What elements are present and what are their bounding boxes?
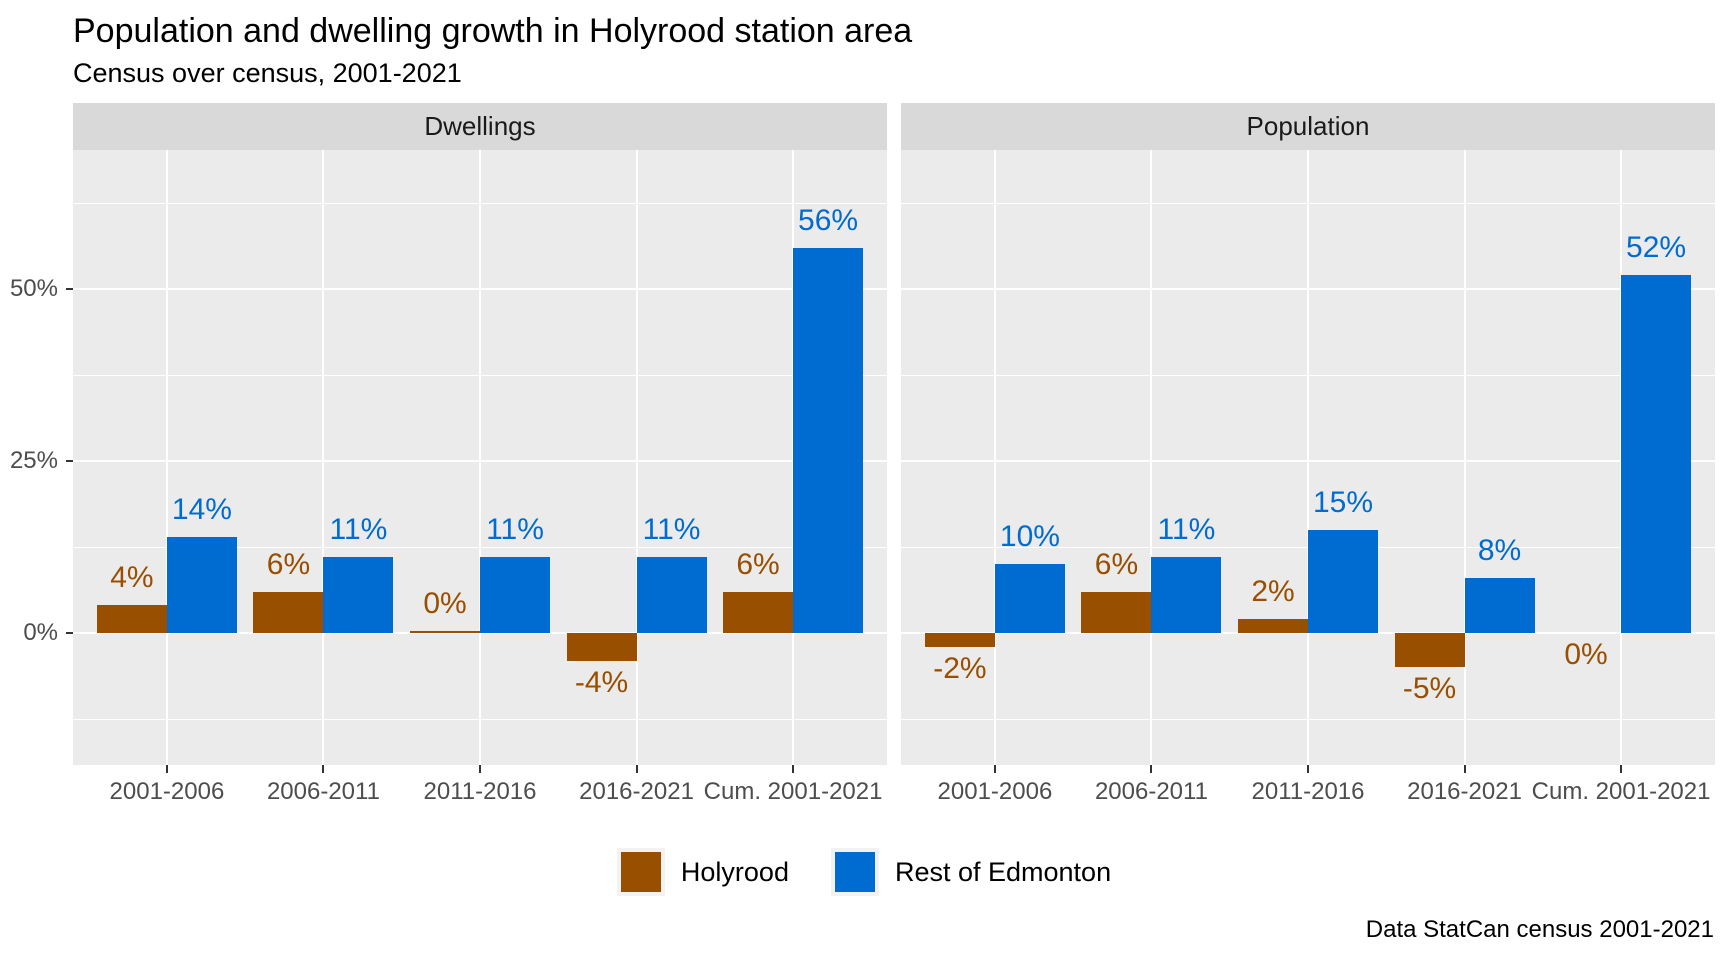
- bar-rest-of-edmonton: [1621, 275, 1692, 633]
- facet-strip-population: Population: [901, 103, 1715, 150]
- bar-value-label: 56%: [798, 203, 859, 237]
- bar-value-label: 10%: [999, 520, 1060, 554]
- bar-value-label: 11%: [642, 513, 701, 547]
- x-axis-tick: [635, 765, 638, 773]
- rest-of-edmonton-color-swatch: [834, 852, 875, 892]
- bar-holyrood: [1394, 633, 1465, 668]
- bar-rest-of-edmonton: [994, 564, 1065, 633]
- x-axis-label: 2006-2011: [1094, 778, 1208, 805]
- category-gridline: [479, 150, 481, 765]
- bar-value-label: -2%: [933, 651, 987, 685]
- x-axis-label: 2016-2021: [579, 778, 694, 805]
- x-axis-label: Cum. 2001-2021: [1531, 778, 1711, 805]
- category-gridline: [1150, 150, 1153, 765]
- bar-rest-of-edmonton: [793, 247, 864, 633]
- bar-value-label: 6%: [1094, 547, 1139, 581]
- bar-value-label: -5%: [1402, 672, 1457, 706]
- bar-rest-of-edmonton: [636, 557, 707, 633]
- y-axis-tick: [66, 632, 73, 634]
- y-axis-tick: [66, 460, 73, 462]
- chart-title: Population and dwelling growth in Holyro…: [73, 12, 913, 50]
- legend-key: [616, 848, 665, 896]
- x-axis-tick: [1463, 765, 1466, 773]
- bar-value-label: 11%: [329, 513, 388, 547]
- bar-rest-of-edmonton: [323, 557, 394, 633]
- facet-strip-dwellings: Dwellings: [73, 103, 887, 150]
- bar-value-label: 2%: [1251, 575, 1295, 609]
- bar-rest-of-edmonton: [166, 536, 237, 633]
- x-axis-label: 2001-2006: [109, 778, 225, 805]
- bar-rest-of-edmonton: [480, 557, 550, 633]
- category-gridline: [993, 150, 996, 765]
- x-axis-label: 2011-2016: [423, 778, 537, 805]
- x-axis-tick: [1620, 765, 1623, 773]
- bar-holyrood: [1238, 619, 1308, 633]
- bar-value-label: 15%: [1312, 485, 1374, 519]
- facet-strip-label: Dwellings: [424, 111, 536, 141]
- legend-item-holyrood: Holyrood: [616, 848, 789, 896]
- chart-caption: Data StatCan census 2001-2021: [1365, 916, 1714, 943]
- x-axis-tick: [479, 765, 481, 773]
- bar-holyrood: [410, 630, 480, 633]
- bar-rest-of-edmonton: [1151, 557, 1222, 633]
- x-axis-label: Cum. 2001-2021: [703, 778, 883, 805]
- holyrood-color-swatch: [620, 852, 661, 892]
- x-axis-tick: [1150, 765, 1153, 773]
- bar-holyrood: [253, 591, 324, 633]
- x-axis-tick: [322, 765, 325, 773]
- bar-value-label: 52%: [1626, 231, 1687, 265]
- plot-panel-population: -2% 10% 6% 11% 2% 15% -5% 8% 0% 52%: [901, 150, 1715, 765]
- plot-panel-dwellings: 4% 14% 6% 11% 0% 11% -4% 11% 6% 56%: [73, 150, 887, 765]
- x-axis-tick: [165, 765, 168, 773]
- bar-value-label: 6%: [266, 547, 311, 581]
- y-axis-label: 50%: [9, 275, 58, 302]
- legend-key: [830, 848, 879, 896]
- legend: Holyrood Rest of Edmonton: [0, 845, 1728, 899]
- category-gridline: [322, 150, 325, 765]
- bar-rest-of-edmonton: [1464, 577, 1535, 633]
- category-gridline: [1307, 150, 1309, 765]
- bar-rest-of-edmonton: [1308, 529, 1378, 633]
- bar-value-label: 14%: [171, 492, 232, 526]
- y-axis-tick: [66, 288, 73, 290]
- bar-value-label: 11%: [486, 513, 544, 547]
- chart-subtitle: Census over census, 2001-2021: [73, 58, 462, 88]
- bar-value-label: 8%: [1477, 533, 1522, 567]
- x-axis-label: 2006-2011: [266, 778, 380, 805]
- category-gridline: [165, 150, 168, 765]
- y-axis-label: 25%: [9, 447, 58, 474]
- category-gridline: [1463, 150, 1466, 765]
- legend-label: Holyrood: [680, 856, 789, 887]
- bar-holyrood: [924, 633, 995, 647]
- bar-value-label: 4%: [110, 561, 154, 595]
- legend-label: Rest of Edmonton: [894, 856, 1112, 887]
- bar-value-label: 0%: [423, 586, 467, 620]
- legend-item-rest-of-edmonton: Rest of Edmonton: [830, 848, 1112, 896]
- bar-value-label: 11%: [1157, 513, 1216, 547]
- x-axis-label: 2016-2021: [1407, 778, 1522, 805]
- x-axis-label: 2001-2006: [937, 778, 1053, 805]
- facet-strip-label: Population: [1246, 111, 1370, 141]
- x-axis-label: 2011-2016: [1251, 778, 1365, 805]
- bar-holyrood: [96, 605, 167, 633]
- x-axis-tick: [1307, 765, 1309, 773]
- bar-value-label: -4%: [574, 665, 629, 699]
- x-axis-tick: [993, 765, 996, 773]
- y-axis-label: 0%: [23, 619, 58, 646]
- bar-holyrood: [723, 591, 794, 633]
- x-axis-tick: [792, 765, 795, 773]
- bar-holyrood: [566, 633, 637, 661]
- category-gridline: [635, 150, 638, 765]
- bar-value-label: 0%: [1564, 638, 1608, 671]
- bar-holyrood: [1081, 591, 1152, 633]
- bar-value-label: 6%: [736, 547, 780, 581]
